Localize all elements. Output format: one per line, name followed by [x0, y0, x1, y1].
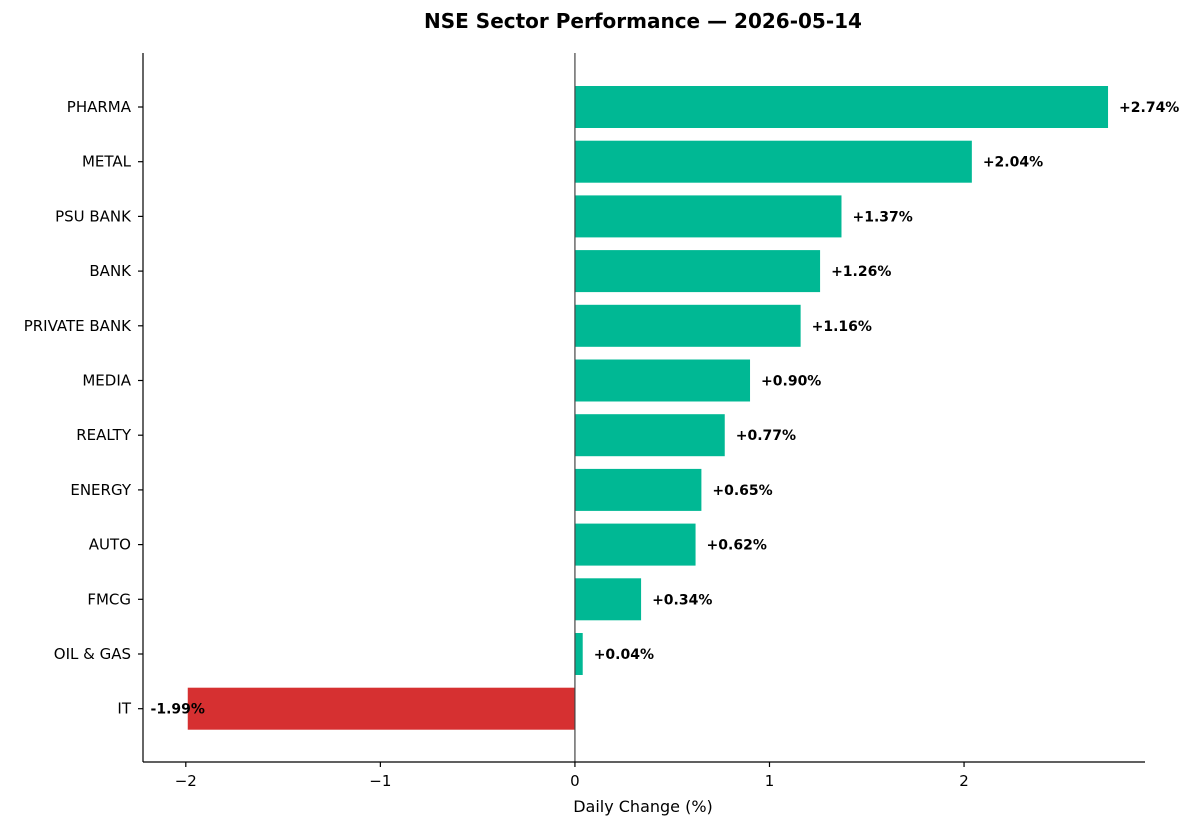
data-label: +1.26%: [831, 264, 891, 280]
y-tick-label: FMCG: [87, 590, 131, 608]
y-tick-label: PHARMA: [67, 98, 132, 116]
bar-energy: [574, 468, 702, 511]
bar-fmcg: [574, 578, 642, 621]
y-tick-label: PRIVATE BANK: [24, 317, 132, 335]
x-tick-label: 2: [959, 772, 969, 790]
chart-title: NSE Sector Performance — 2026-05-14: [424, 9, 862, 33]
data-label: +0.77%: [736, 428, 796, 444]
bar-metal: [574, 140, 972, 183]
y-tick-label: IT: [117, 700, 131, 718]
bar-realty: [574, 414, 725, 457]
y-tick-label: ENERGY: [70, 481, 131, 499]
y-tick-label: OIL & GAS: [54, 645, 131, 663]
data-label: +0.90%: [761, 374, 821, 390]
bar-pharma: [574, 86, 1109, 128]
y-tick-label: MEDIA: [82, 372, 131, 390]
bar-auto: [574, 523, 696, 566]
data-label: +1.37%: [852, 209, 912, 225]
data-label: +0.62%: [707, 538, 767, 554]
data-label: -1.99%: [151, 702, 205, 718]
data-label: +2.04%: [983, 155, 1043, 171]
bar-psu-bank: [574, 195, 842, 238]
data-label: +0.65%: [712, 483, 772, 499]
y-tick-label: BANK: [89, 262, 132, 280]
bar-media: [574, 359, 751, 402]
x-tick-label: −1: [369, 772, 391, 790]
y-tick-label: METAL: [82, 153, 132, 171]
bar-bank: [574, 250, 821, 293]
data-label: +0.34%: [652, 592, 712, 608]
bar-private-bank: [574, 304, 801, 347]
bar-oil-gas: [574, 633, 583, 675]
x-axis-label: Daily Change (%): [573, 797, 713, 816]
x-tick-label: 0: [570, 772, 580, 790]
data-label: +0.04%: [594, 647, 654, 663]
x-tick-label: 1: [765, 772, 775, 790]
bar-it: [187, 687, 575, 730]
data-label: +2.74%: [1119, 100, 1179, 116]
x-tick-label: −2: [175, 772, 197, 790]
y-tick-label: PSU BANK: [55, 207, 132, 225]
y-tick-label: REALTY: [76, 426, 132, 444]
data-label: +1.16%: [812, 319, 872, 335]
plot-area: PHARMA METAL PSU BANK BANK PRIVATE BANK MEDIA…: [24, 53, 1179, 790]
y-tick-label: AUTO: [89, 536, 131, 554]
